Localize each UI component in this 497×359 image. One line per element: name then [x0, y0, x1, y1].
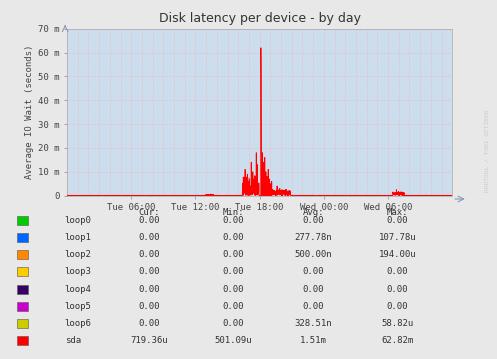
Text: 0.00: 0.00: [302, 267, 324, 276]
Text: 328.51n: 328.51n: [294, 319, 332, 328]
Text: 0.00: 0.00: [223, 302, 245, 311]
Text: 107.78u: 107.78u: [379, 233, 416, 242]
Text: 719.36u: 719.36u: [130, 336, 168, 345]
Text: 62.82m: 62.82m: [382, 336, 414, 345]
Text: 500.00n: 500.00n: [294, 250, 332, 259]
Text: 0.00: 0.00: [387, 267, 409, 276]
Text: loop5: loop5: [65, 302, 91, 311]
Text: 0.00: 0.00: [138, 267, 160, 276]
Y-axis label: Average IO Wait (seconds): Average IO Wait (seconds): [25, 45, 34, 180]
Text: 0.00: 0.00: [223, 233, 245, 242]
Text: 0.00: 0.00: [138, 216, 160, 225]
Text: 501.09u: 501.09u: [215, 336, 252, 345]
Text: 0.00: 0.00: [138, 319, 160, 328]
Text: 0.00: 0.00: [302, 216, 324, 225]
Text: 0.00: 0.00: [223, 250, 245, 259]
Text: 0.00: 0.00: [302, 285, 324, 294]
Title: Disk latency per device - by day: Disk latency per device - by day: [159, 12, 361, 25]
Text: 0.00: 0.00: [138, 250, 160, 259]
Text: 0.00: 0.00: [387, 216, 409, 225]
Text: 0.00: 0.00: [302, 302, 324, 311]
Text: loop1: loop1: [65, 233, 91, 242]
Text: 0.00: 0.00: [138, 302, 160, 311]
Text: RRDTOOL / TOBI OETIKER: RRDTOOL / TOBI OETIKER: [485, 109, 490, 192]
Text: 0.00: 0.00: [223, 216, 245, 225]
Text: 0.00: 0.00: [138, 285, 160, 294]
Text: 58.82u: 58.82u: [382, 319, 414, 328]
Text: 277.78n: 277.78n: [294, 233, 332, 242]
Text: Max:: Max:: [387, 208, 409, 217]
Text: loop4: loop4: [65, 285, 91, 294]
Text: 0.00: 0.00: [387, 302, 409, 311]
Text: Min:: Min:: [223, 208, 245, 217]
Text: 194.00u: 194.00u: [379, 250, 416, 259]
Text: loop0: loop0: [65, 216, 91, 225]
Text: sda: sda: [65, 336, 81, 345]
Text: 0.00: 0.00: [138, 233, 160, 242]
Text: 0.00: 0.00: [223, 285, 245, 294]
Text: Cur:: Cur:: [138, 208, 160, 217]
Text: 0.00: 0.00: [387, 285, 409, 294]
Text: Avg:: Avg:: [302, 208, 324, 217]
Text: 1.51m: 1.51m: [300, 336, 327, 345]
Text: 0.00: 0.00: [223, 267, 245, 276]
Text: loop3: loop3: [65, 267, 91, 276]
Text: loop6: loop6: [65, 319, 91, 328]
Text: 0.00: 0.00: [223, 319, 245, 328]
Text: loop2: loop2: [65, 250, 91, 259]
